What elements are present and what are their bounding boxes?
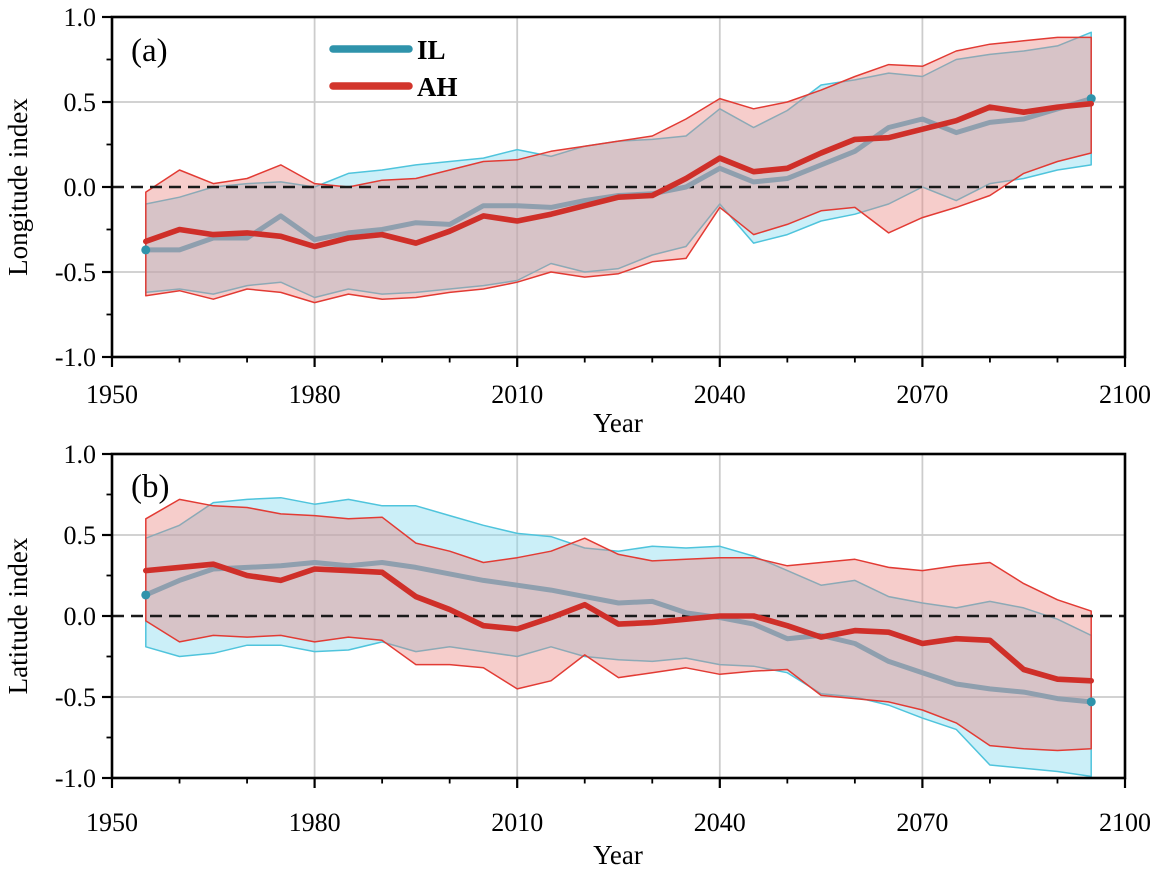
il-uncertainty-band	[145, 496, 1092, 778]
y-tick-label: 0.0	[64, 602, 97, 631]
x-tick-label: 2010	[491, 808, 543, 837]
x-tick-label: 2070	[896, 808, 948, 837]
panel-b-x-axis-label: Year	[593, 840, 643, 870]
x-tick-label: 1980	[289, 380, 341, 409]
il-line	[143, 560, 1094, 705]
x-tick-label: 2040	[694, 380, 746, 409]
x-tick-label: 1950	[86, 380, 138, 409]
x-tick-label: 1980	[289, 808, 341, 837]
il-line-endpoint-dot	[141, 245, 151, 255]
il-line-endpoint-dot	[1086, 697, 1096, 707]
ah-line	[143, 561, 1094, 684]
legend-il-label: IL	[417, 35, 446, 65]
ah-line	[143, 100, 1094, 250]
y-tick-label: 0.5	[64, 521, 97, 550]
panel-a-x-axis-label: Year	[593, 408, 643, 438]
y-tick-label: 0.0	[64, 173, 97, 202]
panel-longitude-index: 1950 1980 2010 2040 2070 2100 -1.0 -0.5 0.0 0.5 1.…	[3, 3, 1151, 438]
x-tick-label: 2100	[1099, 808, 1151, 837]
legend: IL AH	[329, 35, 458, 102]
y-tick-label: 1.0	[64, 440, 97, 469]
x-tick-label: 2040	[694, 808, 746, 837]
panel-b-y-axis-label: Latitude index	[3, 537, 33, 694]
legend-ah-label: AH	[417, 72, 458, 102]
panel-latitude-index: 1950 1980 2010 2040 2070 2100 -1.0 -0.5 0.0 0.5 1.…	[3, 440, 1151, 870]
x-tick-label: 1950	[86, 808, 138, 837]
y-tick-label: 1.0	[64, 3, 97, 32]
x-tick-label: 2010	[491, 380, 543, 409]
y-tick-label: -1.0	[55, 764, 96, 793]
panel-a-label: (a)	[131, 33, 168, 69]
x-tick-label: 2070	[896, 380, 948, 409]
panel-b-label: (b)	[131, 469, 169, 505]
y-tick-label: -1.0	[55, 343, 96, 372]
ah-uncertainty-band	[145, 36, 1092, 304]
y-tick-label: -0.5	[55, 258, 96, 287]
il-line-endpoint-dot	[1086, 94, 1096, 104]
panel-a-y-axis-label: Longitude index	[3, 98, 33, 276]
il-line-endpoint-dot	[141, 590, 151, 600]
x-tick-label: 2100	[1099, 380, 1151, 409]
y-tick-label: 0.5	[64, 88, 97, 117]
y-tick-label: -0.5	[55, 683, 96, 712]
